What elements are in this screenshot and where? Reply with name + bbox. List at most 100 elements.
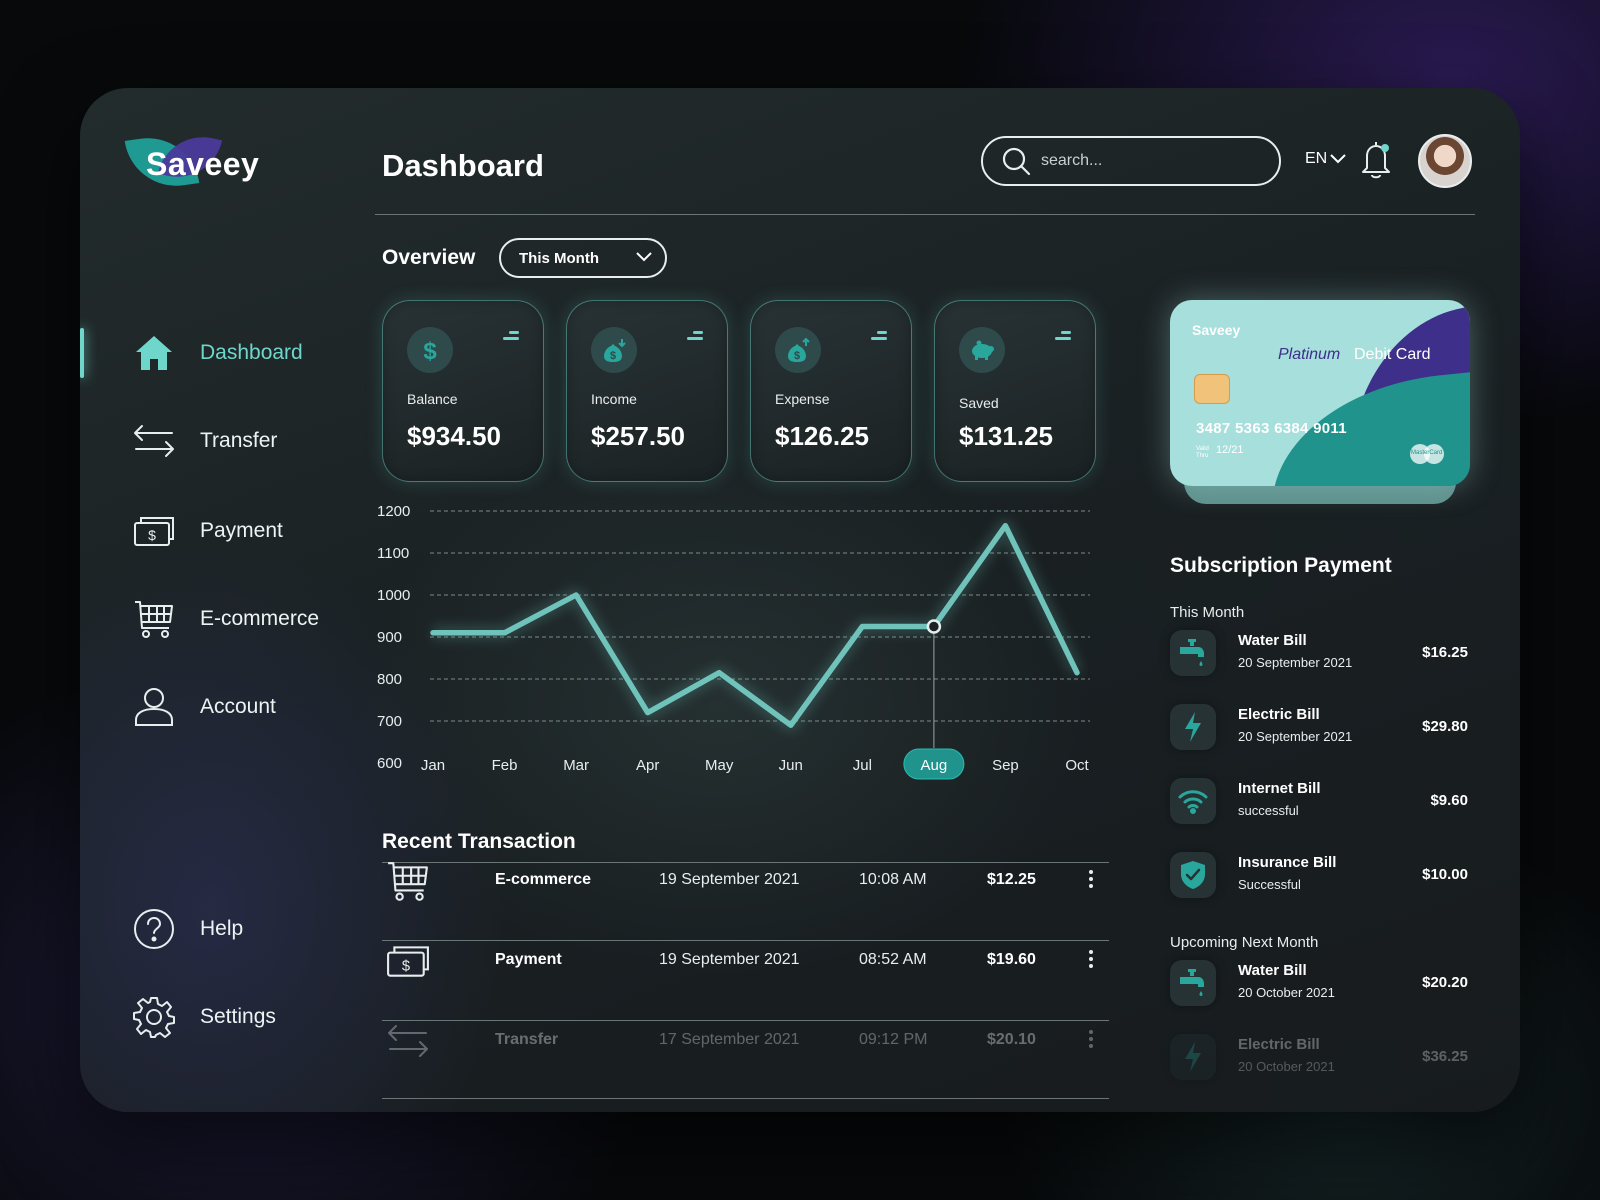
- search-bar[interactable]: [981, 136, 1281, 186]
- transaction-date: 19 September 2021: [659, 871, 800, 888]
- avatar[interactable]: [1418, 134, 1472, 188]
- x-tick-label: Feb: [492, 757, 518, 774]
- app-name: Saveey: [146, 146, 260, 182]
- x-tick-label: Oct: [1065, 757, 1089, 774]
- card-menu-icon[interactable]: [503, 331, 519, 341]
- subscription-amount: $36.25: [1422, 1048, 1468, 1065]
- series-line-glow: [433, 519, 1083, 732]
- subscription-amount: $9.60: [1430, 792, 1468, 809]
- subscription-amount: $29.80: [1422, 718, 1468, 735]
- balance-line-chart: 600 700 800 900 1000 1100 1200 Jan Feb Mar Apr May J…: [375, 500, 1195, 790]
- subscription-item-water-next[interactable]: Water Bill 20 October 2021 $20.20: [1170, 960, 1470, 1010]
- y-tick-label: 900: [377, 629, 402, 646]
- piggy-bank-icon: [959, 327, 1005, 373]
- card-label: Balance: [407, 391, 458, 407]
- x-tick-label: Jun: [779, 757, 803, 774]
- sidebar-item-label: Settings: [200, 1005, 276, 1028]
- mastercard-logo-icon: MasterCard: [1410, 444, 1446, 464]
- subscription-amount: $16.25: [1422, 644, 1468, 661]
- cart-icon: [388, 862, 428, 901]
- svg-text:$: $: [402, 958, 410, 974]
- table-row[interactable]: E-commerce 19 September 2021 10:08 AM $1…: [382, 843, 1109, 921]
- subscription-heading: Subscription Payment: [1170, 554, 1392, 577]
- sidebar-item-help[interactable]: Help: [80, 904, 340, 954]
- card-value: $934.50: [407, 421, 501, 451]
- dollar-icon: $: [407, 327, 453, 373]
- transaction-amount: $20.10: [987, 1031, 1036, 1048]
- card-expiry: 12/21: [1216, 444, 1244, 456]
- language-selector[interactable]: EN: [1305, 150, 1347, 168]
- highlight-point: [926, 619, 942, 634]
- more-vertical-icon[interactable]: [1088, 1029, 1094, 1049]
- x-tick-label: Mar: [563, 757, 589, 774]
- period-dropdown[interactable]: This Month: [499, 238, 667, 278]
- subscription-item-internet[interactable]: Internet Bill successful $9.60: [1170, 778, 1470, 828]
- money-bag-down-icon: $: [591, 327, 637, 373]
- shield-check-icon: [1170, 852, 1216, 898]
- subscription-item-insurance[interactable]: Insurance Bill Successful $10.00: [1170, 852, 1470, 902]
- overview-heading: Overview: [382, 246, 476, 269]
- card-menu-icon[interactable]: [871, 331, 887, 341]
- sidebar-item-label: Account: [200, 695, 276, 718]
- sidebar-item-ecommerce[interactable]: E-commerce: [80, 594, 340, 644]
- bell-icon: [1362, 142, 1390, 179]
- recent-transactions-heading: Recent Transaction: [382, 830, 576, 853]
- card-label: Income: [591, 391, 637, 407]
- table-row[interactable]: $ Payment 19 September 2021 08:52 AM $19…: [382, 923, 1109, 1001]
- series-line: [430, 522, 1080, 728]
- income-card[interactable]: $ Income $257.50: [566, 300, 728, 482]
- expense-card[interactable]: $ Expense $126.25: [750, 300, 912, 482]
- y-tick-label: 700: [377, 713, 402, 730]
- sidebar-item-dashboard[interactable]: Dashboard: [80, 328, 340, 378]
- sidebar-item-label: Payment: [200, 519, 283, 542]
- table-row[interactable]: Transfer 17 September 2021 09:12 PM $20.…: [382, 1003, 1109, 1081]
- card-menu-icon[interactable]: [687, 331, 703, 341]
- card-value: $257.50: [591, 421, 685, 451]
- y-tick-label: 800: [377, 671, 402, 688]
- subscription-name: Insurance Bill: [1238, 854, 1337, 871]
- lightning-icon: [1170, 704, 1216, 750]
- card-label: Saved: [959, 395, 999, 411]
- chevron-down-icon: [636, 252, 652, 262]
- cart-icon: [132, 597, 176, 641]
- notification-button[interactable]: [1358, 138, 1394, 180]
- search-input[interactable]: [1041, 152, 1261, 170]
- subscription-detail: successful: [1238, 803, 1299, 818]
- sidebar-item-label: Dashboard: [200, 341, 303, 364]
- sidebar-item-settings[interactable]: Settings: [80, 992, 340, 1042]
- balance-card[interactable]: $ Balance $934.50: [382, 300, 544, 482]
- sidebar-item-transfer[interactable]: Transfer: [80, 416, 340, 466]
- svg-text:$: $: [423, 338, 437, 364]
- next-month-label: Upcoming Next Month: [1170, 934, 1319, 951]
- dashboard-window: Saveey Dashboard Transfer $ Payment E-co: [80, 88, 1520, 1112]
- gear-icon: [132, 995, 176, 1039]
- transaction-time: 10:08 AM: [859, 871, 927, 888]
- subscription-detail: 20 October 2021: [1238, 1059, 1335, 1074]
- subscription-name: Internet Bill: [1238, 780, 1321, 797]
- subscription-detail: Successful: [1238, 877, 1301, 892]
- more-vertical-icon[interactable]: [1088, 869, 1094, 889]
- transaction-name: Transfer: [495, 1031, 559, 1048]
- subscription-item-electric-next[interactable]: Electric Bill 20 October 2021 $36.25: [1170, 1034, 1470, 1084]
- table-divider: [382, 1098, 1109, 1099]
- transaction-name: Payment: [495, 951, 562, 968]
- transaction-date: 17 September 2021: [659, 1031, 800, 1048]
- more-vertical-icon[interactable]: [1088, 949, 1094, 969]
- subscription-item-electric[interactable]: Electric Bill 20 September 2021 $29.80: [1170, 704, 1470, 754]
- sidebar-item-account[interactable]: Account: [80, 682, 340, 732]
- help-icon: [132, 907, 176, 951]
- sidebar-item-label: Help: [200, 917, 244, 940]
- svg-text:$: $: [794, 350, 800, 362]
- sidebar-item-payment[interactable]: $ Payment: [80, 506, 340, 556]
- x-tick-label: Sep: [992, 757, 1019, 774]
- card-menu-icon[interactable]: [1055, 331, 1071, 341]
- transfer-icon: [132, 419, 176, 463]
- card-value: $131.25: [959, 421, 1053, 451]
- page-title: Dashboard: [382, 148, 544, 183]
- subscription-name: Water Bill: [1238, 962, 1307, 979]
- debit-card[interactable]: Saveey Platinum Debit Card 3487 5363 638…: [1170, 300, 1470, 510]
- header-divider: [375, 214, 1475, 215]
- saved-card[interactable]: Saved $131.25: [934, 300, 1096, 482]
- subscription-item-water[interactable]: Water Bill 20 September 2021 $16.25: [1170, 630, 1470, 680]
- app-logo[interactable]: Saveey: [124, 128, 268, 193]
